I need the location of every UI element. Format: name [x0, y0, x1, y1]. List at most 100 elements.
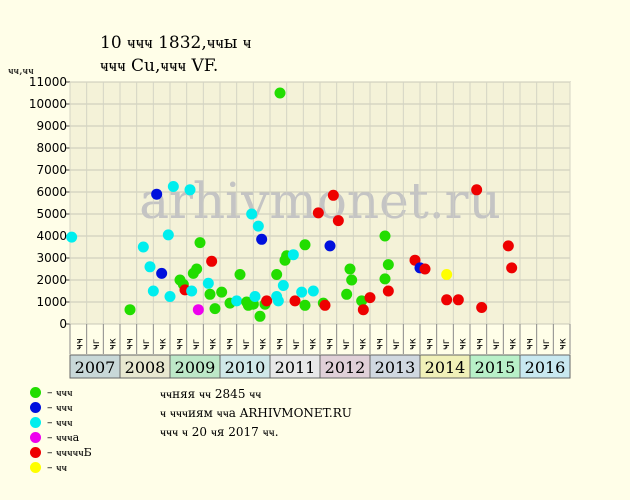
x-tick-label-month: ҹг [291, 339, 302, 350]
data-point [346, 274, 358, 286]
x-tick-label-year: 2013 [375, 358, 416, 377]
data-point [379, 273, 391, 285]
x-tick-label-month: ҹҹ [374, 338, 385, 350]
data-point [261, 295, 273, 307]
data-point [289, 295, 301, 307]
data-point [506, 262, 518, 274]
legend-item: – ҹҹҹ [30, 400, 92, 415]
x-tick-label-month: ҹк [408, 338, 419, 350]
data-point [271, 269, 283, 280]
data-point [191, 263, 203, 275]
data-point [299, 299, 311, 311]
data-point [162, 229, 174, 241]
x-tick-label-month: ҹҹ [424, 338, 435, 350]
data-point [382, 285, 394, 297]
data-point [144, 261, 156, 273]
data-point [184, 184, 196, 196]
legend-item: – ҹҹҹ [30, 385, 92, 400]
y-tick-label: 7000 [36, 163, 67, 177]
data-point [234, 269, 246, 280]
y-tick-label: 8000 [36, 141, 67, 155]
note-average-price: ҹҹняя ҹҹ 2845 ҹҹ [160, 387, 262, 401]
x-tick-label-year: 2009 [175, 358, 216, 377]
x-tick-label-month: ҹҹ [274, 338, 285, 350]
data-point [452, 294, 464, 306]
x-tick-label-year: 2016 [525, 358, 566, 377]
x-tick-label-month: ҹҹ [174, 338, 185, 350]
data-point [502, 240, 514, 252]
legend-label: – ҹҹҹ [47, 401, 73, 414]
y-tick-label: 5000 [36, 207, 67, 221]
data-point [209, 303, 221, 315]
data-point [156, 267, 168, 279]
chart-title-line1: 10 ҹҹҹ 1832,ҹҹы ҹ [100, 33, 252, 53]
data-point [151, 188, 163, 200]
x-tick-label-month: ҹк [108, 338, 119, 350]
data-point [341, 288, 353, 300]
x-tick-label-month: ҹк [308, 338, 319, 350]
x-tick-label-month: ҹк [358, 338, 369, 350]
x-tick-label-year: 2015 [475, 358, 516, 377]
watermark-overlay: arhivmonet.ru [139, 172, 501, 230]
data-point [192, 304, 204, 316]
legend-label: – ҹҹҹҹҹБ [47, 446, 92, 459]
x-tick-label-month: ҹг [241, 339, 252, 350]
x-tick-label-year: 2011 [275, 358, 316, 377]
data-point [252, 220, 264, 232]
y-tick-label: 11000 [29, 75, 67, 89]
legend-dot-icon [30, 402, 41, 413]
y-tick-label: 2000 [36, 273, 67, 287]
note-source: ҹ ҹҹҹиям ҹҹа ARHIVMONET.RU [160, 406, 352, 420]
data-point [66, 231, 78, 243]
data-point [202, 277, 214, 289]
chart-title-line2: ҹҹҹ Cu,ҹҹҹ VF. [100, 56, 219, 76]
data-point [164, 291, 176, 302]
data-point [357, 304, 369, 316]
data-point [137, 241, 149, 253]
x-tick-label-year: 2010 [225, 358, 266, 377]
x-tick-label-month: ҹҹ [74, 338, 85, 350]
data-point [124, 304, 136, 316]
x-tick-label-month: ҹҹ [524, 338, 535, 350]
data-point [356, 295, 368, 307]
y-tick-label: 0 [59, 317, 67, 331]
legend-item: – ҹҹҹҹҹБ [30, 445, 92, 460]
data-point [382, 259, 394, 271]
data-point [204, 288, 216, 300]
y-tick-label: 1000 [36, 295, 67, 309]
data-point [379, 230, 391, 242]
x-tick-label-month: ҹҹ [224, 338, 235, 350]
data-point [299, 239, 311, 251]
x-tick-label-month: ҹг [541, 339, 552, 350]
legend-dot-icon [30, 387, 41, 398]
x-tick-label-month: ҹк [558, 338, 569, 350]
legend: – ҹҹҹ – ҹҹҹ – ҹҹҹ – ҹҹҹа – ҹҹҹҹҹБ – ҹҹ [30, 385, 92, 475]
legend-label: – ҹҹ [47, 461, 68, 474]
legend-label: – ҹҹҹ [47, 386, 73, 399]
data-point [307, 285, 319, 297]
y-tick-label: 9000 [36, 119, 67, 133]
data-point [296, 286, 308, 298]
legend-item: – ҹҹҹа [30, 430, 92, 445]
data-point [254, 310, 266, 322]
x-tick-label-month: ҹг [141, 339, 152, 350]
data-point [419, 263, 431, 275]
data-point [277, 280, 289, 291]
legend-dot-icon [30, 417, 41, 428]
data-point [441, 269, 453, 280]
x-tick-label-month: ҹк [508, 338, 519, 350]
legend-item: – ҹҹҹ [30, 415, 92, 430]
y-tick-label: 6000 [36, 185, 67, 199]
x-tick-label-month: ҹк [158, 338, 169, 350]
data-point [246, 208, 258, 220]
x-tick-label-year: 2008 [125, 358, 166, 377]
legend-label: – ҹҹҹа [47, 431, 80, 444]
y-axis-units: ҹҹ,ҹҹ [8, 64, 34, 77]
legend-dot-icon [30, 462, 41, 473]
data-point [476, 302, 488, 313]
x-tick-label-year: 2014 [425, 358, 466, 377]
x-tick-label-month: ҹг [491, 339, 502, 350]
legend-dot-icon [30, 432, 41, 443]
y-tick-label: 4000 [36, 229, 67, 243]
legend-dot-icon [30, 447, 41, 458]
